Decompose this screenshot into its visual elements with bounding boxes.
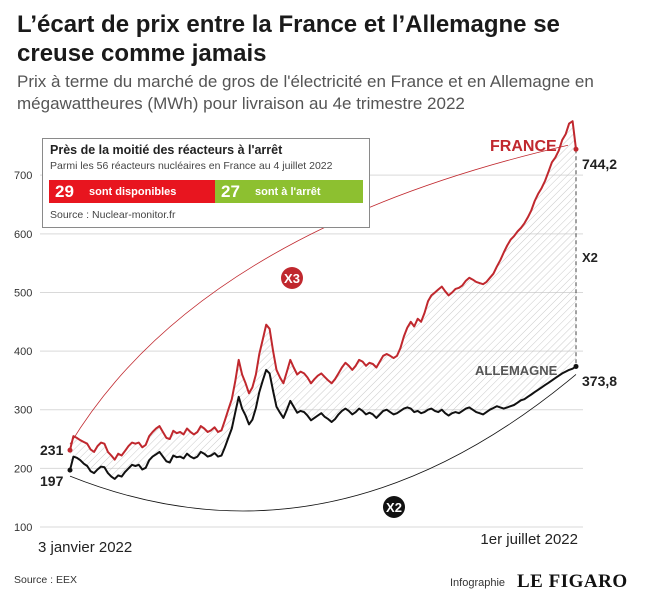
y-tick-400: 400 — [14, 346, 32, 358]
stopped-count: 27 — [221, 182, 240, 201]
y-tick-300: 300 — [14, 405, 32, 417]
inset-title: Près de la moitié des réacteurs à l'arrê… — [50, 143, 283, 157]
reactor-inset: Près de la moitié des réacteurs à l'arrê… — [42, 138, 370, 228]
y-tick-200: 200 — [14, 463, 32, 475]
series-line-france — [69, 120, 577, 461]
footer-source: Source : EEX — [14, 574, 78, 586]
series-name-france: FRANCE — [490, 138, 557, 155]
footer-brand-logo: LE FIGARO — [517, 571, 628, 592]
end-value-germany: 373,8 — [582, 373, 617, 389]
x-tick-end: 1er juillet 2022 — [480, 531, 578, 548]
x-tick-start: 3 janvier 2022 — [38, 539, 132, 556]
inset-source: Source : Nuclear-monitor.fr — [50, 209, 176, 221]
x-axis: 3 janvier 2022 1er juillet 2022 — [38, 531, 578, 556]
stopped-bar: 27 sont à l'arrêt — [215, 180, 363, 203]
y-axis: 100 200 300 400 500 600 700 — [14, 170, 32, 534]
series-name-germany: ALLEMAGNE — [475, 363, 558, 378]
y-tick-700: 700 — [14, 170, 32, 182]
stopped-label: sont à l'arrêt — [255, 186, 321, 198]
ratio-badge-bottom — [383, 496, 405, 518]
gap-area — [70, 121, 576, 479]
ratio-arcs: X3 X2 X2 — [69, 144, 598, 518]
ratio-arc-bottom — [69, 374, 577, 512]
y-tick-600: 600 — [14, 229, 32, 241]
end-point-france — [573, 146, 579, 152]
chart-subtitle: Prix à terme du marché de gros de l'élec… — [17, 72, 594, 113]
start-value-france: 231 — [40, 442, 64, 458]
available-label: sont disponibles — [89, 186, 177, 198]
ratio-badge-top — [281, 267, 303, 289]
start-point-france — [67, 447, 73, 453]
footer-credit: Infographie — [450, 577, 506, 589]
ratio-label-bottom: X2 — [386, 500, 402, 515]
y-tick-100: 100 — [14, 522, 32, 534]
available-bar: 29 sont disponibles — [49, 180, 215, 203]
series-line-germany — [69, 365, 577, 480]
y-tick-500: 500 — [14, 287, 32, 299]
end-point-germany — [573, 363, 579, 369]
gap-hatch — [70, 121, 576, 479]
ratio-label-top: X3 — [284, 271, 300, 286]
start-point-germany — [67, 467, 73, 473]
end-value-france: 744,2 — [582, 156, 617, 172]
start-value-germany: 197 — [40, 473, 64, 489]
series-labels: FRANCE ALLEMAGNE 744,2 373,8 231 197 — [40, 138, 617, 489]
available-count: 29 — [55, 182, 74, 201]
ratio-arc-top — [69, 144, 569, 445]
ratio-label-gap: X2 — [582, 250, 598, 265]
chart-title: L’écart de prix entre la France et l’All… — [17, 11, 560, 67]
inset-subtitle: Parmi les 56 réacteurs nucléaires en Fra… — [50, 160, 333, 172]
series-lines — [67, 120, 579, 480]
